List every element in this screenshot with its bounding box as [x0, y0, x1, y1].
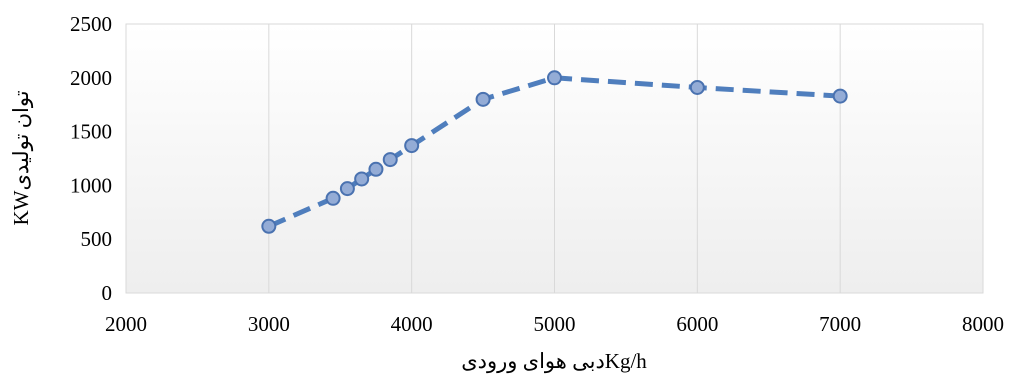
data-point	[368, 161, 384, 177]
y-tick-label: 0	[102, 281, 113, 305]
data-point	[382, 152, 398, 168]
x-tick-label: 4000	[391, 312, 433, 336]
x-axis-ticks: 2000 3000 4000 5000 6000 7000 8000	[105, 312, 1004, 336]
y-tick-label: 1500	[70, 120, 112, 144]
data-point	[832, 88, 848, 104]
x-tick-label: 3000	[248, 312, 290, 336]
y-tick-label: 2500	[70, 12, 112, 36]
data-point	[689, 79, 705, 95]
data-point	[339, 181, 355, 197]
y-tick-label: 1000	[70, 173, 112, 197]
series-layer	[261, 70, 848, 234]
data-point	[475, 91, 491, 107]
y-tick-label: 500	[81, 227, 113, 251]
x-tick-label: 2000	[105, 312, 147, 336]
grid-lines	[268, 24, 841, 293]
x-axis-title: دبی هوای ورودیKg/h	[461, 349, 647, 374]
data-point	[404, 138, 420, 154]
x-tick-label: 8000	[962, 312, 1004, 336]
x-tick-label: 7000	[819, 312, 861, 336]
data-point	[354, 171, 370, 187]
data-point	[261, 218, 277, 234]
x-tick-label: 5000	[534, 312, 576, 336]
data-point	[325, 190, 341, 206]
y-axis-ticks: 0 500 1000 1500 2000 2500	[70, 12, 112, 305]
y-axis-title: KWتوان تولیدی	[9, 90, 34, 225]
x-tick-label: 6000	[676, 312, 718, 336]
y-tick-label: 2000	[70, 66, 112, 90]
data-point	[547, 70, 562, 86]
